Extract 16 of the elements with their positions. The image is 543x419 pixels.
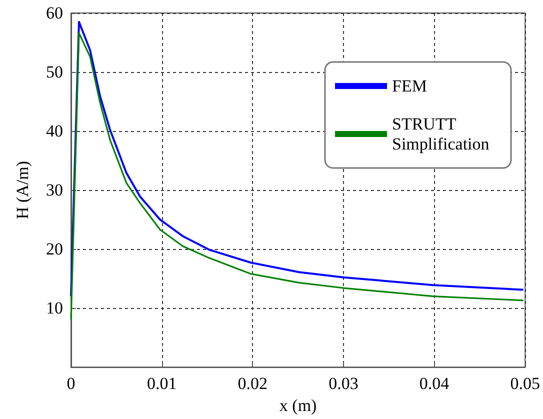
- x-tick-label: 0.02: [238, 374, 268, 394]
- y-tick-label: 40: [46, 122, 63, 141]
- x-tick-label: 0.01: [146, 374, 177, 394]
- y-tick-label: 60: [46, 4, 63, 22]
- x-tick-label: 0.03: [328, 374, 358, 394]
- x-tick-label: 0.05: [510, 374, 540, 394]
- x-axis-title: x (m): [279, 396, 317, 415]
- legend-label: FEM: [392, 76, 427, 96]
- y-tick-label: 50: [46, 62, 63, 82]
- y-tick-label: 20: [46, 240, 63, 259]
- y-tick-label: 30: [46, 180, 63, 200]
- legend-label: STRUTT Simplification: [392, 114, 490, 154]
- y-tick-label: 10: [46, 298, 63, 318]
- x-tick-label: 0.04: [419, 374, 450, 394]
- x-tick-label: 0: [66, 374, 76, 394]
- y-axis-title: H (A/m): [13, 161, 32, 220]
